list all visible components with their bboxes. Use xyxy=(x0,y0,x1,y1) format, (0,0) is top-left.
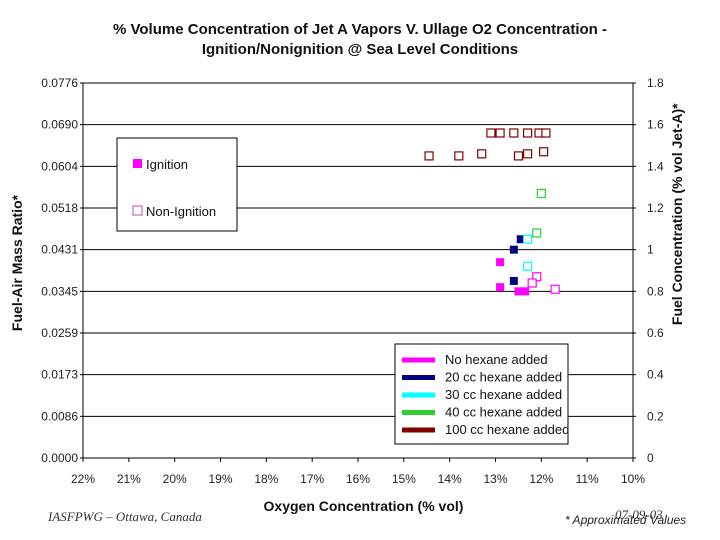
y-right-tick: 1.6 xyxy=(647,118,664,132)
legend-swatch xyxy=(402,357,435,363)
legend-series-label: 20 cc hexane added xyxy=(445,370,562,385)
ignition-point xyxy=(514,287,523,296)
non-ignition-point xyxy=(550,284,560,294)
non-ignition-point xyxy=(522,149,533,159)
y-right-tick: 1.4 xyxy=(647,159,664,173)
ignition-point xyxy=(516,235,525,244)
y-right-tick: 1.2 xyxy=(647,201,664,215)
non-ignition-point xyxy=(527,278,537,288)
legend-series-label: 100 cc hexane added xyxy=(445,422,569,437)
non-ignition-point xyxy=(532,228,542,238)
y-right-tick: 0.6 xyxy=(647,326,664,340)
non-ignition-point xyxy=(477,149,487,159)
non-ignition-swatch xyxy=(132,205,143,216)
footer-left: IASFPWG – Ottawa, Canada xyxy=(48,509,202,524)
y-right-tick: 1.8 xyxy=(647,76,664,90)
non-ignition-point xyxy=(522,128,533,138)
non-ignition-point xyxy=(513,151,524,161)
non-ignition-point xyxy=(495,128,505,138)
y-right-tick: 0.8 xyxy=(647,284,664,298)
legend-swatch xyxy=(402,375,435,380)
y-left-tick: 0.0345 xyxy=(41,284,78,298)
data-points xyxy=(424,128,560,296)
legend-swatch xyxy=(402,392,435,398)
legend-series-label: 40 cc hexane added xyxy=(445,405,562,420)
y-right-tick: 0.2 xyxy=(647,409,664,423)
footer-date: 07-09-03 xyxy=(615,507,663,522)
x-tick: 15% xyxy=(392,472,416,486)
legend-series-label: No hexane added xyxy=(445,352,548,367)
x-tick: 19% xyxy=(208,472,232,486)
chart-title-line-1: % Volume Concentration of Jet A Vapors V… xyxy=(113,21,607,38)
legend-swatch xyxy=(402,427,435,433)
non-ignition-point xyxy=(454,151,464,161)
ignition-swatch xyxy=(133,159,142,168)
y-left-tick: 0.0776 xyxy=(41,76,78,90)
ignition-point xyxy=(509,245,518,254)
legend-series: No hexane added 20 cc hexane added 30 cc h… xyxy=(394,343,569,445)
non-ignition-point xyxy=(522,234,533,244)
x-tick: 20% xyxy=(163,472,187,486)
x-tick: 18% xyxy=(254,472,278,486)
legend-type-label: Non-Ignition xyxy=(146,204,216,219)
x-tick: 22% xyxy=(71,472,95,486)
non-ignition-point xyxy=(486,128,496,138)
y-left-tick: 0.0604 xyxy=(41,159,78,173)
chart-title: % Volume Concentration of Jet A Vapors V… xyxy=(113,21,607,58)
x-tick: 10% xyxy=(621,472,645,486)
y-right-tick: 0 xyxy=(647,451,654,465)
legend-type-label: Ignition xyxy=(146,157,188,172)
legend-series-label: 30 cc hexane added xyxy=(445,387,562,402)
non-ignition-point xyxy=(522,261,533,271)
non-ignition-point xyxy=(536,188,546,199)
non-ignition-point xyxy=(509,128,519,138)
x-tick: 14% xyxy=(438,472,462,486)
x-tick: 17% xyxy=(300,472,324,486)
ignition-point xyxy=(509,276,518,285)
non-ignition-point xyxy=(539,147,549,157)
x-tick: 16% xyxy=(346,472,370,486)
legend-ignition: Ignition Non-Ignition xyxy=(116,137,238,232)
y-right-tick: 0.4 xyxy=(647,368,664,382)
y-right-axis-label: Fuel Concentration (% vol Jet-A)* xyxy=(669,103,685,325)
x-axis-label: Oxygen Concentration (% vol) xyxy=(264,498,464,514)
legend-swatch xyxy=(402,410,435,415)
approximated-note: * Approximated Values xyxy=(565,513,687,527)
x-tick: 21% xyxy=(117,472,141,486)
x-tick: 13% xyxy=(483,472,507,486)
y-left-tick: 0.0518 xyxy=(41,201,78,215)
y-left-tick: 0.0173 xyxy=(41,368,78,382)
ignition-point xyxy=(496,283,505,292)
chart-title-line-2: Ignition/Nonignition @ Sea Level Conditi… xyxy=(202,41,518,58)
y-left-tick: 0.0690 xyxy=(41,118,78,132)
ignition-point xyxy=(521,287,530,296)
non-ignition-point xyxy=(424,151,434,161)
y-left-tick: 0.0259 xyxy=(41,326,78,340)
y-left-tick-labels: 0.0000 0.0086 0.0173 0.0259 0.0345 0.0431 0.05… xyxy=(41,76,83,465)
y-left-tick: 0.0431 xyxy=(41,243,78,257)
y-right-tick-labels: 0 0.2 0.4 0.6 0.8 1 1.2 1.4 1.6 1.8 xyxy=(633,76,664,465)
y-left-axis-label: Fuel-Air Mass Ratio* xyxy=(9,194,25,331)
x-tick: 12% xyxy=(529,472,553,486)
y-left-tick: 0.0000 xyxy=(41,451,78,465)
ignition-point xyxy=(496,258,505,267)
x-tick: 11% xyxy=(576,472,599,486)
non-ignition-point xyxy=(541,128,551,138)
y-right-tick: 1 xyxy=(647,243,654,257)
y-left-tick: 0.0086 xyxy=(41,409,78,423)
x-tick-labels: 22% 21% 20% 19% 18% 17% 16% 15% 14% 13% 12% 11% 10% xyxy=(71,458,645,486)
